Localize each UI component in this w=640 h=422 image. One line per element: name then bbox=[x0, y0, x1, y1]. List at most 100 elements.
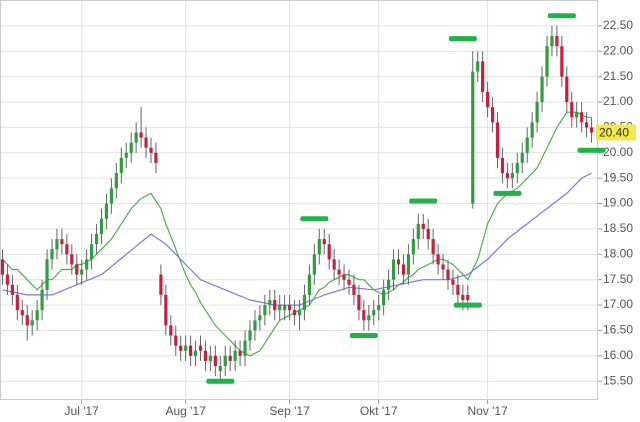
candle-body bbox=[109, 188, 113, 204]
candle-body bbox=[446, 269, 450, 280]
candle-body bbox=[80, 269, 84, 275]
candle-body bbox=[505, 173, 509, 179]
y-tick-label: 22.50 bbox=[603, 18, 633, 32]
y-tick-label: 16.00 bbox=[603, 348, 633, 362]
candle-body bbox=[129, 142, 133, 153]
candle-body bbox=[179, 345, 183, 351]
candle-body bbox=[208, 355, 212, 361]
candle-body bbox=[510, 173, 514, 179]
candle-body bbox=[495, 122, 500, 158]
candle-body bbox=[25, 315, 29, 326]
candle-body bbox=[337, 269, 341, 275]
candle-body bbox=[248, 330, 252, 341]
signal-marker bbox=[448, 36, 477, 42]
y-tick-label: 21.50 bbox=[603, 69, 633, 83]
x-tick-label: Okt '17 bbox=[360, 404, 398, 418]
y-tick-label: 19.00 bbox=[603, 196, 633, 210]
candle-body bbox=[228, 355, 232, 361]
candle-body bbox=[35, 310, 39, 321]
signal-marker bbox=[409, 198, 438, 204]
candle-body bbox=[535, 102, 539, 123]
candle-body bbox=[560, 46, 564, 77]
x-tick-label: Aug '17 bbox=[165, 404, 206, 418]
candle-body bbox=[406, 254, 410, 275]
y-tick-label: 19.50 bbox=[603, 170, 633, 184]
candle-body bbox=[342, 274, 346, 280]
candle-body bbox=[223, 355, 227, 366]
y-tick-label: 17.50 bbox=[603, 272, 633, 286]
candle-body bbox=[486, 91, 490, 108]
candle-body bbox=[525, 137, 529, 153]
candle-body bbox=[292, 310, 297, 316]
candle-body bbox=[530, 122, 534, 138]
y-tick-label: 20.00 bbox=[603, 145, 633, 159]
candle-body bbox=[362, 310, 366, 321]
candle-body bbox=[471, 71, 475, 204]
candle-body bbox=[411, 239, 415, 255]
candle-body bbox=[233, 350, 237, 361]
candle-body bbox=[45, 259, 49, 290]
y-tick-label: 16.50 bbox=[603, 323, 633, 337]
candle-body bbox=[20, 310, 24, 316]
candle-body bbox=[169, 325, 173, 336]
candle-body bbox=[70, 254, 74, 265]
candle-body bbox=[139, 132, 143, 138]
candle-body bbox=[203, 350, 208, 361]
moving-average-line bbox=[2, 172, 592, 306]
candle-body bbox=[500, 157, 505, 174]
candle-body bbox=[60, 239, 64, 245]
candle-body bbox=[119, 157, 123, 174]
candle-body bbox=[391, 259, 396, 280]
candle-body bbox=[65, 244, 69, 255]
candle-body bbox=[174, 335, 178, 346]
last-price-label: 20.40 bbox=[599, 126, 629, 140]
candle-body bbox=[456, 284, 460, 295]
candle-body bbox=[451, 279, 455, 285]
candle-body bbox=[317, 239, 321, 255]
candle-body bbox=[189, 345, 193, 356]
signal-marker bbox=[453, 302, 482, 308]
candle-body bbox=[372, 310, 376, 316]
candle-body bbox=[382, 289, 386, 306]
x-tick-label: Sep '17 bbox=[269, 404, 310, 418]
candle-body bbox=[55, 239, 59, 250]
candle-body bbox=[85, 259, 89, 270]
signal-marker bbox=[547, 13, 576, 19]
candle-body bbox=[134, 132, 138, 143]
x-tick-label: Nov '17 bbox=[467, 404, 508, 418]
candle-body bbox=[159, 274, 163, 295]
candle-body bbox=[476, 61, 480, 72]
candle-body bbox=[431, 239, 435, 255]
candle-body bbox=[278, 305, 282, 311]
candle-body bbox=[396, 259, 401, 265]
candle-body bbox=[490, 107, 495, 123]
candle-body bbox=[466, 294, 470, 300]
candle-body bbox=[401, 264, 406, 275]
signal-marker bbox=[349, 333, 378, 339]
candle-body bbox=[149, 147, 153, 153]
moving-average-line bbox=[2, 111, 592, 357]
candle-body bbox=[307, 274, 311, 295]
candle-body bbox=[312, 254, 316, 275]
y-tick-label: 15.50 bbox=[603, 373, 633, 387]
candle-body bbox=[515, 162, 519, 174]
candle-body bbox=[94, 234, 99, 245]
candle-body bbox=[441, 264, 445, 270]
candle-body bbox=[258, 315, 262, 321]
candle-body bbox=[426, 228, 430, 240]
candle-body bbox=[545, 46, 549, 77]
signal-marker bbox=[577, 147, 606, 153]
candle-body bbox=[283, 305, 287, 311]
candle-body bbox=[520, 152, 524, 163]
candle-body bbox=[50, 249, 54, 260]
candle-body bbox=[164, 294, 168, 326]
candle-body bbox=[114, 173, 118, 189]
candle-body bbox=[218, 365, 222, 372]
candle-body bbox=[589, 127, 594, 133]
candle-body bbox=[461, 294, 465, 300]
candle-body bbox=[555, 36, 559, 47]
candle-body bbox=[75, 264, 79, 275]
candle-body bbox=[416, 223, 420, 240]
candle-body bbox=[104, 203, 109, 219]
